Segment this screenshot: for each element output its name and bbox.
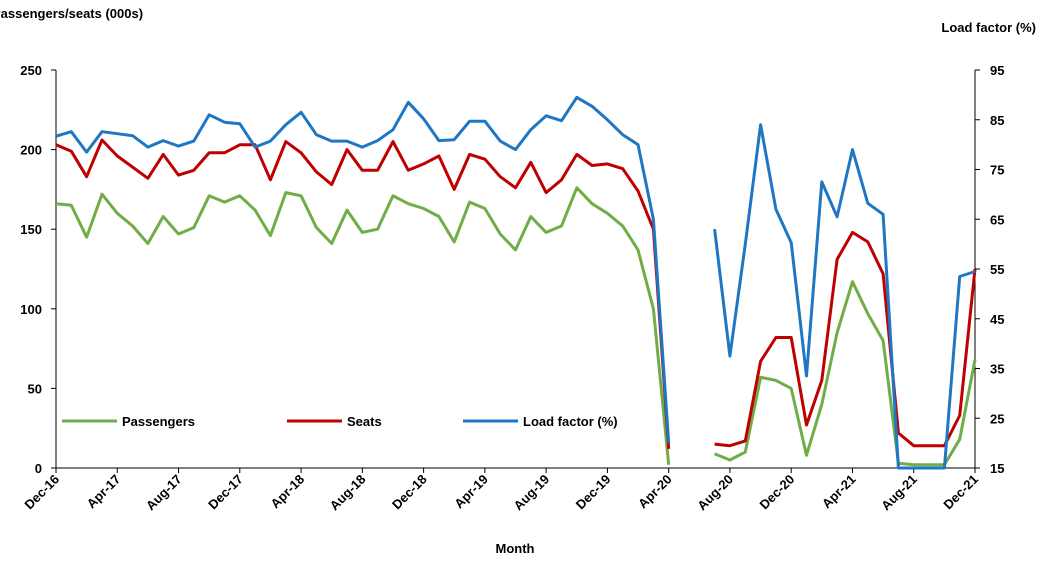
y-tick-label: 0 [35,461,42,476]
x-tick-label: Apr-17 [84,472,124,512]
y-tick-label: 200 [20,143,42,158]
x-tick-label: Aug-21 [878,472,920,514]
y2-tick-label: 95 [990,63,1004,78]
x-tick-label: Aug-17 [143,472,185,514]
y-tick-label: 150 [20,222,42,237]
x-tick-label: Aug-20 [694,472,736,514]
x-tick-label: Dec-17 [205,472,246,513]
legend-label: Seats [347,414,382,429]
x-tick-label: Dec-19 [573,472,614,513]
y2-tick-label: 85 [990,113,1004,128]
x-tick-label: Dec-18 [389,472,430,513]
x-tick-label: Aug-19 [510,472,552,514]
x-tick-label: Apr-19 [451,472,491,512]
x-tick-label: Dec-21 [940,472,981,513]
y2-axis-title: Load factor (%) [941,20,1036,35]
y2-tick-label: 45 [990,312,1004,327]
x-tick-label: Dec-20 [757,472,798,513]
y2-tick-label: 15 [990,461,1004,476]
x-tick-label: Dec-16 [21,472,62,513]
series-line [55,138,977,450]
x-tick-label: Apr-18 [267,472,307,512]
y2-tick-label: 35 [990,362,1004,377]
y2-tick-label: 55 [990,262,1004,277]
y2-tick-label: 75 [990,163,1004,178]
x-axis-title: Month [496,541,535,556]
series-line [55,95,976,470]
series-line [55,186,977,467]
y-axis-title: Passengers/seats (000s) [0,6,143,21]
y-tick-label: 50 [28,381,42,396]
legend-label: Load factor (%) [523,414,618,429]
x-tick-label: Aug-18 [327,472,369,514]
legend-label: Passengers [122,414,195,429]
x-tick-label: Apr-20 [635,472,675,512]
y-tick-label: 100 [20,302,42,317]
y2-tick-label: 25 [990,411,1004,426]
y2-tick-label: 65 [990,212,1004,227]
y-tick-label: 250 [20,63,42,78]
x-tick-label: Apr-21 [819,472,859,512]
